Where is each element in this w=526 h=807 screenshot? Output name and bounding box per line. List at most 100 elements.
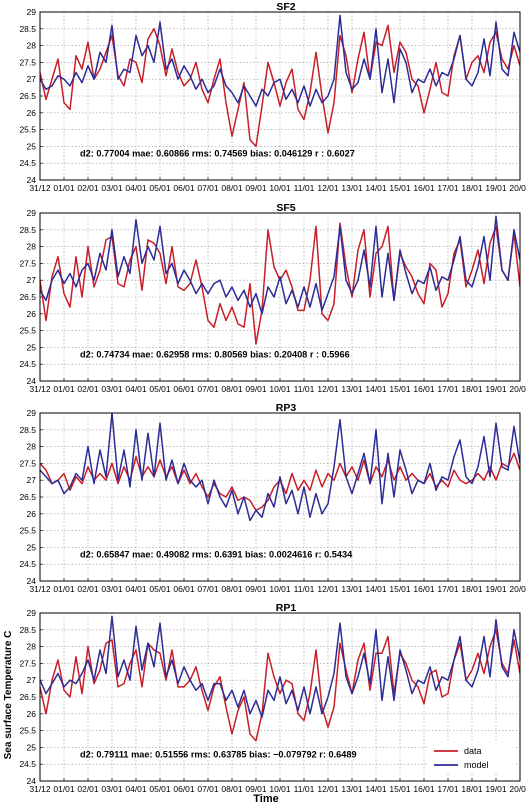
y-tick-label: 24.5 (19, 559, 36, 569)
y-tick-label: 24 (27, 576, 37, 586)
y-tick-label: 27.5 (19, 258, 36, 268)
x-tick-label: 18/01 (461, 584, 483, 594)
x-tick-label: 11/01 (294, 183, 315, 193)
plot-frame (39, 612, 521, 782)
x-tick-label: 06/01 (173, 384, 195, 394)
y-tick-label: 25 (27, 542, 37, 552)
x-tick-label: 20/01 (509, 584, 526, 594)
x-tick-label: 19/01 (485, 784, 507, 794)
legend-label-model: model (464, 760, 489, 770)
y-tick-label: 25 (27, 342, 37, 352)
y-tick-label: 24 (27, 376, 37, 386)
y-tick-label: 26 (27, 509, 37, 519)
x-tick-label: 04/01 (125, 784, 147, 794)
series-line-data (40, 629, 520, 742)
x-tick-label: 19/01 (485, 584, 507, 594)
x-tick-label: 03/01 (101, 183, 123, 193)
y-tick-label: 27 (27, 275, 37, 285)
x-tick-label: 02/01 (77, 384, 99, 394)
x-tick-label: 06/01 (173, 784, 195, 794)
x-tick-label: 13/01 (341, 384, 363, 394)
y-tick-label: 25 (27, 141, 37, 151)
chart-panels: 31/12 01/01 02/01 03/01 04/01 05/01 06/01 07/01… (19, 1, 526, 794)
x-tick-label: 16/01 (413, 183, 435, 193)
x-tick-label: 01/01 (53, 183, 75, 193)
panel-title: SF2 (276, 1, 295, 13)
x-tick-label: 03/01 (101, 384, 123, 394)
series-line-model (40, 215, 520, 315)
series-line-model (40, 14, 520, 107)
x-tick-label: 09/01 (245, 384, 267, 394)
x-tick-label: 02/01 (77, 183, 99, 193)
x-tick-label: 02/01 (77, 784, 99, 794)
y-tick-label: 24 (27, 776, 37, 786)
x-tick-label: 07/01 (197, 384, 219, 394)
y-tick-label: 24 (27, 175, 37, 185)
x-tick-label: 01/01 (53, 784, 75, 794)
x-tick-label: 09/01 (245, 183, 267, 193)
x-tick-label: 20/01 (509, 183, 526, 193)
y-tick-label: 28 (27, 41, 37, 51)
x-tick-label: 07/01 (197, 784, 219, 794)
x-tick-label: 09/01 (245, 784, 267, 794)
x-tick-label: 06/01 (173, 183, 195, 193)
x-tick-label: 13/01 (341, 183, 363, 193)
x-tick-label: 17/01 (437, 183, 459, 193)
x-tick-label: 13/01 (341, 784, 363, 794)
x-tick-label: 11/01 (294, 384, 315, 394)
x-tick-label: 05/01 (149, 183, 171, 193)
y-tick-label: 28.5 (19, 425, 36, 435)
x-tick-label: 31/12 (29, 584, 51, 594)
series-line-model (40, 413, 520, 522)
y-tick-label: 26.5 (19, 91, 36, 101)
x-tick-label: 01/01 (53, 584, 75, 594)
x-tick-label: 19/01 (485, 384, 507, 394)
y-tick-label: 27 (27, 74, 37, 84)
series-line-model (40, 615, 520, 718)
x-tick-label: 31/12 (29, 784, 51, 794)
x-tick-label: 16/01 (413, 584, 435, 594)
y-tick-label: 28.5 (19, 625, 36, 635)
x-tick-label: 12/01 (317, 384, 339, 394)
x-tick-label: 18/01 (461, 784, 483, 794)
y-tick-label: 27.5 (19, 458, 36, 468)
x-tick-label: 20/01 (509, 784, 526, 794)
y-tick-label: 28.5 (19, 225, 36, 235)
x-tick-label: 31/12 (29, 384, 51, 394)
x-axis-label: Time (253, 793, 278, 805)
x-tick-label: 18/01 (461, 384, 483, 394)
x-tick-label: 07/01 (197, 183, 219, 193)
chart-panel-sf5: 31/12 01/01 02/01 03/01 04/01 05/01 06/01 07/01… (19, 202, 526, 394)
y-tick-label: 28 (27, 642, 37, 652)
y-tick-label: 29 (27, 408, 37, 418)
y-tick-label: 26.5 (19, 292, 36, 302)
panel-title: SF5 (276, 202, 295, 214)
y-tick-label: 25 (27, 742, 37, 752)
x-tick-label: 01/01 (53, 384, 75, 394)
stats-annotation: d2: 0.74734 mae: 0.62958 rms: 0.80569 bi… (80, 349, 350, 359)
x-tick-label: 13/01 (341, 584, 363, 594)
legend: data model (428, 741, 516, 773)
x-tick-label: 04/01 (125, 384, 147, 394)
x-tick-label: 11/01 (294, 784, 315, 794)
y-tick-label: 27 (27, 675, 37, 685)
x-tick-label: 10/01 (269, 784, 291, 794)
stats-annotation: d2: 0.79111 mae: 0.51556 rms: 0.63785 bi… (80, 749, 357, 759)
x-tick-label: 15/01 (389, 183, 411, 193)
y-tick-label: 29 (27, 608, 37, 618)
y-tick-label: 25.5 (19, 326, 36, 336)
x-tick-label: 04/01 (125, 183, 147, 193)
x-tick-label: 14/01 (365, 183, 387, 193)
y-tick-label: 26 (27, 108, 37, 118)
x-tick-label: 16/01 (413, 384, 435, 394)
x-tick-label: 15/01 (389, 384, 411, 394)
y-axis-label: Sea surface Temperature C (3, 631, 14, 760)
y-tick-label: 28 (27, 242, 37, 252)
y-tick-label: 26.5 (19, 692, 36, 702)
x-tick-label: 18/01 (461, 183, 483, 193)
x-tick-label: 03/01 (101, 584, 123, 594)
x-tick-label: 06/01 (173, 584, 195, 594)
x-tick-label: 02/01 (77, 584, 99, 594)
x-tick-label: 12/01 (317, 784, 339, 794)
